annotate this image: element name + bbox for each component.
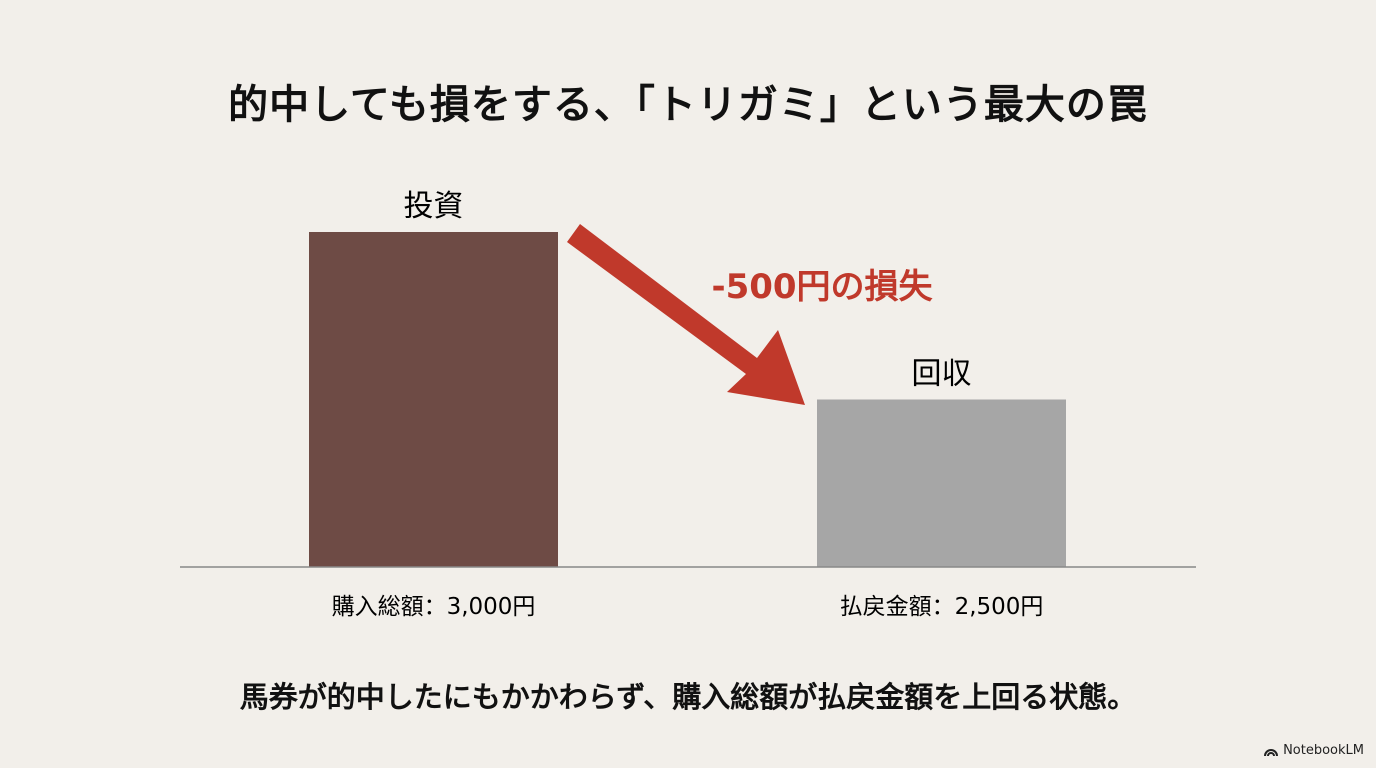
loss-annotation: -500円の損失	[711, 267, 933, 307]
loss-arrow	[567, 224, 805, 405]
bar-label: 投資	[404, 189, 464, 224]
notebooklm-logo-icon	[1264, 748, 1279, 756]
brand-label: NotebookLM	[1283, 743, 1364, 758]
brand: NotebookLM	[1263, 743, 1364, 758]
category-label: 購入総額：3,000円	[332, 594, 536, 620]
slide-title: 的中しても損をする、「トリガミ」という最大の罠	[228, 81, 1148, 128]
category-label: 払戻金額：2,500円	[840, 594, 1044, 620]
bar-0	[309, 232, 558, 567]
bar-1	[817, 399, 1066, 567]
bar-label: 回収	[912, 357, 972, 392]
caption: 馬券が的中したにもかかわらず、購入総額が払戻金額を上回る状態。	[239, 680, 1137, 714]
